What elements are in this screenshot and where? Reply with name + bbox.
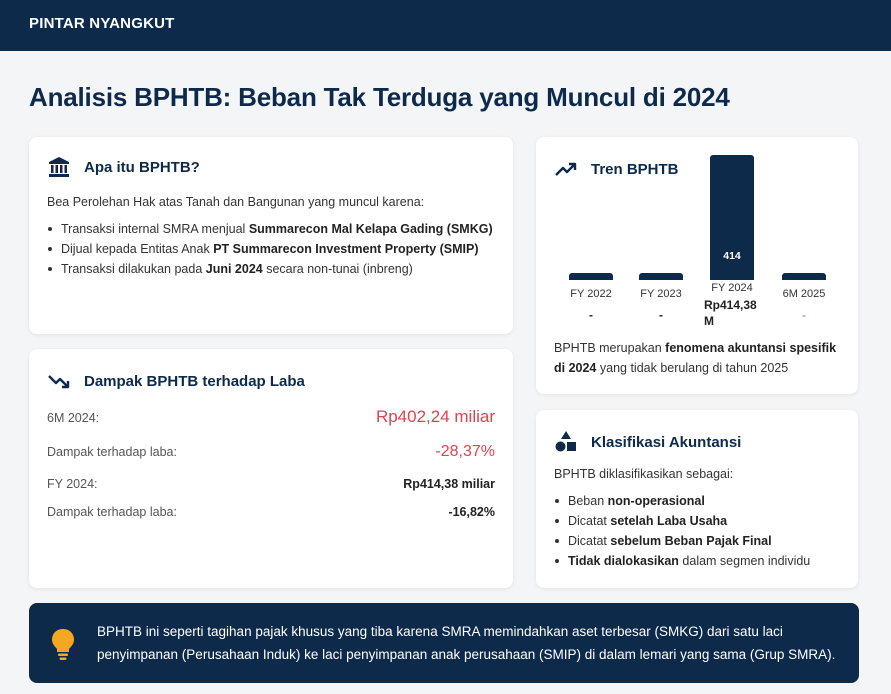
trend-note: BPHTB merupakan fenomena akuntansi spesi… [554, 341, 837, 375]
top-bar: PINTAR NYANGKUT [0, 0, 891, 51]
x-tick-label: FY 2024 [711, 282, 753, 294]
list-item: Transaksi internal SMRA menjual Summarec… [47, 219, 493, 239]
impact-row-6m-effect: Dampak terhadap laba: -28,37% [47, 443, 495, 461]
list-item: Dijual kepada Entitas Anak PT Summarecon… [47, 239, 493, 259]
trend-up-icon [554, 157, 578, 181]
brand-logo-text[interactable]: PINTAR NYANGKUT [29, 15, 175, 32]
lightbulb-icon [50, 627, 76, 661]
x-value-label: Rp414,38 M [704, 298, 757, 328]
card-impact: Dampak BPHTB terhadap Laba 6M 2024: Rp40… [29, 349, 513, 588]
analogy-callout: BPHTB ini seperti tagihan pajak khusus y… [29, 603, 859, 683]
x-tick-label: FY 2023 [640, 288, 682, 300]
row-value: -28,37% [435, 443, 495, 460]
impact-row-fy-2024: FY 2024: Rp414,38 miliar [47, 477, 495, 491]
chart-bar [782, 273, 826, 280]
x-value-label: - [802, 308, 806, 322]
card-title: Dampak BPHTB terhadap Laba [84, 372, 305, 390]
chart-bar [569, 273, 613, 280]
row-value: Rp414,38 miliar [403, 477, 495, 491]
impact-row-6m-2024: 6M 2024: Rp402,24 miliar [47, 407, 495, 427]
list-item: Tidak dialokasikan dalam segmen individu [554, 551, 810, 571]
chart-bar [639, 273, 683, 280]
page-title: Analisis BPHTB: Beban Tak Terduga yang M… [29, 82, 730, 112]
impact-row-fy-effect: Dampak terhadap laba: -16,82% [47, 505, 495, 519]
trend-down-icon [47, 369, 71, 393]
bphtb-trend-chart: FY 2022 - FY 2023 - 414 FY 2024 Rp414,38 M 6M 2… [536, 137, 858, 337]
list-item: Dicatat sebelum Beban Pajak Final [554, 531, 810, 551]
list-item: Transaksi dilakukan pada Juni 2024 secar… [47, 259, 493, 279]
card-title: Apa itu BPHTB? [84, 158, 200, 176]
x-value-label: - [659, 308, 663, 322]
row-label: 6M 2024: [47, 411, 100, 425]
callout-text: BPHTB ini seperti tagihan pajak khusus y… [97, 624, 836, 662]
shapes-icon [554, 430, 578, 454]
card-header: Klasifikasi Akuntansi [554, 430, 741, 454]
bank-icon [47, 155, 71, 179]
x-tick-label: 6M 2025 [782, 288, 826, 300]
card-title: Klasifikasi Akuntansi [591, 433, 742, 451]
row-value: -16,82% [448, 505, 495, 519]
card-header: Apa itu BPHTB? [47, 155, 200, 179]
bullet-list: Beban non-operasional Dicatat setelah La… [554, 491, 810, 571]
list-item: Beban non-operasional [554, 491, 810, 511]
card-header: Tren BPHTB [554, 157, 679, 181]
row-label: Dampak terhadap laba: [47, 505, 177, 519]
x-value-label: - [589, 308, 593, 322]
card-trend: Tren BPHTB FY 2022 - FY 2023 - 414 FY 2024 Rp4… [536, 137, 858, 394]
row-value: Rp402,24 miliar [375, 407, 495, 426]
bar-value-label: 414 [723, 250, 741, 262]
card-intro: Bea Perolehan Hak atas Tanah dan Banguna… [47, 195, 425, 209]
bullet-list: Transaksi internal SMRA menjual Summarec… [47, 219, 493, 279]
chart-bar [710, 155, 754, 280]
row-label: Dampak terhadap laba: [47, 445, 177, 459]
card-what-is-bphtb: Apa itu BPHTB? Bea Perolehan Hak atas Ta… [29, 137, 513, 334]
card-title: Tren BPHTB [591, 160, 679, 178]
card-classification: Klasifikasi Akuntansi BPHTB diklasifikas… [536, 410, 858, 588]
row-label: FY 2024: [47, 477, 98, 491]
list-item: Dicatat setelah Laba Usaha [554, 511, 810, 531]
x-tick-label: FY 2022 [570, 288, 612, 300]
card-intro: BPHTB diklasifikasikan sebagai: [554, 467, 734, 481]
card-header: Dampak BPHTB terhadap Laba [47, 369, 305, 393]
